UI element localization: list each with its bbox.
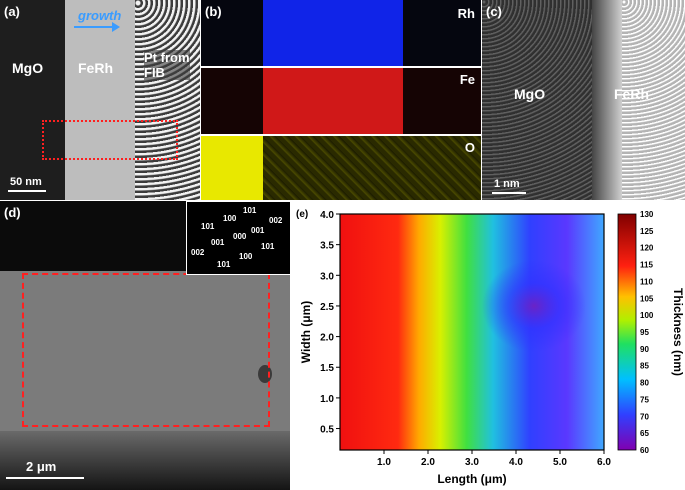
colorbar-tick-label: 110 — [640, 277, 653, 286]
o-map — [201, 136, 481, 200]
y-tick-label: 1.0 — [320, 394, 334, 405]
colorbar-tick-label: 65 — [640, 429, 649, 438]
fe-signal — [263, 68, 403, 134]
colorbar-tick-label: 90 — [640, 345, 649, 354]
colorbar — [617, 213, 637, 451]
rh-signal — [263, 0, 403, 66]
y-tick-label: 3.0 — [320, 271, 334, 282]
x-tick-label: 5.0 — [553, 457, 567, 468]
y-tick-label: 2.5 — [320, 302, 334, 313]
thickness-chart: (e) 1.0 2.0 3.0 4.0 5.0 6.0 0.5 1.0 1.5 2.0 2.5 3.… — [296, 209, 685, 486]
colorbar-title: Thickness (nm) — [671, 288, 685, 376]
ferh-layer — [65, 0, 135, 200]
pt-layer — [135, 0, 200, 200]
ferh-label-c: FeRh — [614, 86, 649, 102]
scale-label-a: 50 nm — [10, 176, 42, 188]
diffraction-label: 001 — [211, 238, 225, 247]
diffraction-label: 000 — [233, 232, 247, 241]
y-axis: 0.5 1.0 1.5 2.0 2.5 3.0 3.5 4.0 — [320, 210, 340, 436]
o-label: O — [464, 140, 475, 155]
roi-box — [42, 120, 178, 160]
mgo-label: MgO — [12, 60, 44, 76]
x-tick-label: 2.0 — [421, 457, 435, 468]
colorbar-tick-label: 100 — [640, 311, 654, 320]
scale-label-d: 2 μm — [26, 459, 57, 474]
scale-label-c: 1 nm — [494, 178, 520, 190]
panel-b-label: (b) — [205, 4, 222, 19]
diffraction-label: 001 — [251, 226, 265, 235]
colorbar-tick-label: 85 — [640, 362, 649, 371]
rh-map — [201, 0, 481, 66]
mgo-lattice — [482, 0, 592, 200]
x-tick-label: 4.0 — [509, 457, 523, 468]
colorbar-ticks: 130 125 120 115 110 105 100 95 90 85 80 75 70 65 60 — [640, 210, 654, 455]
diffraction-label: 101 — [201, 222, 215, 231]
diffraction-label: 100 — [239, 252, 253, 261]
x-axis: 1.0 2.0 3.0 4.0 5.0 6.0 — [377, 450, 611, 468]
diffraction-inset: 101 100 101 002 001 000 001 002 101 100 … — [186, 201, 290, 275]
colorbar-tick-label: 130 — [640, 210, 654, 219]
diffraction-label: 101 — [217, 260, 231, 269]
panel-c-hrtem: (c) MgO FeRh 1 nm — [482, 0, 685, 200]
diffraction-label: 002 — [191, 248, 205, 257]
fe-map — [201, 68, 481, 134]
growth-arrow — [74, 26, 114, 28]
colorbar-tick-label: 120 — [640, 244, 654, 253]
diffraction-label: 101 — [243, 206, 257, 215]
interface — [592, 0, 622, 200]
y-tick-label: 2.0 — [320, 333, 334, 344]
panel-e-thickness-map: (e) 1.0 2.0 3.0 4.0 5.0 6.0 0.5 1.0 1.5 2.0 2.5 3.… — [292, 201, 685, 490]
y-tick-label: 4.0 — [320, 210, 334, 221]
x-tick-label: 3.0 — [465, 457, 479, 468]
growth-arrow-head-icon — [112, 22, 120, 32]
thin-region — [482, 260, 586, 352]
colorbar-tick-label: 125 — [640, 227, 654, 236]
ferh-lattice — [622, 0, 685, 200]
panel-d-label: (d) — [4, 205, 21, 220]
y-tick-label: 0.5 — [320, 425, 334, 436]
lamella-body — [0, 271, 290, 431]
pt-label: Pt from FIB — [144, 50, 190, 80]
panel-c-label: (c) — [486, 4, 502, 19]
growth-label: growth — [78, 8, 122, 23]
colorbar-tick-label: 115 — [640, 261, 653, 270]
fe-label: Fe — [459, 72, 475, 87]
rh-label: Rh — [457, 6, 475, 21]
panel-d-lamella: (d) 101 100 101 002 001 000 001 002 101 … — [0, 201, 290, 490]
y-tick-label: 1.5 — [320, 363, 334, 374]
colorbar-tick-label: 105 — [640, 294, 654, 303]
y-tick-label: 3.5 — [320, 241, 334, 252]
panel-a-label: (a) — [4, 4, 20, 19]
scale-bar-d — [6, 477, 84, 479]
diffraction-label: 002 — [269, 216, 283, 225]
panel-a-tem-image: (a) growth MgO FeRh Pt from FIB 50 nm — [0, 0, 200, 200]
colorbar-tick-label: 60 — [640, 446, 649, 455]
panel-b-eds-maps: (b) Rh Fe O — [201, 0, 481, 200]
x-tick-label: 6.0 — [597, 457, 611, 468]
mgo-label-c: MgO — [514, 86, 546, 102]
roi-box-d — [22, 273, 270, 427]
panel-e-label: (e) — [296, 209, 308, 220]
diffraction-label: 100 — [223, 214, 237, 223]
y-axis-label: Width (μm) — [299, 301, 313, 364]
x-tick-label: 1.0 — [377, 457, 391, 468]
lamella-bottom — [0, 431, 290, 490]
x-axis-label: Length (μm) — [437, 472, 506, 486]
scale-bar-c — [492, 192, 526, 194]
diffraction-label: 101 — [261, 242, 275, 251]
o-noise — [263, 136, 481, 200]
o-signal — [201, 136, 263, 200]
colorbar-tick-label: 70 — [640, 412, 649, 421]
colorbar-tick-label: 80 — [640, 379, 649, 388]
colorbar-tick-label: 75 — [640, 395, 649, 404]
ferh-label: FeRh — [78, 60, 113, 76]
scale-bar-a — [8, 190, 46, 192]
colorbar-tick-label: 95 — [640, 328, 649, 337]
